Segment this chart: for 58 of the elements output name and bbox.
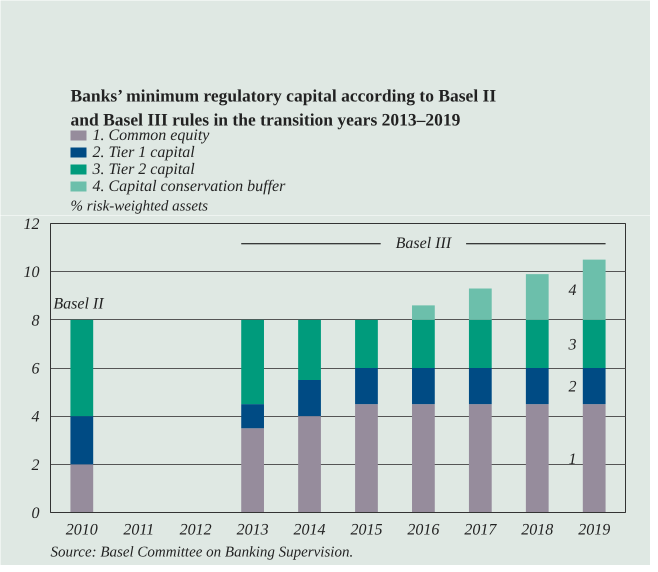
annotation: 1 <box>568 450 577 468</box>
bar <box>468 320 492 368</box>
bar <box>70 416 94 464</box>
legend-label: 4. Capital conservation buffer <box>92 178 286 195</box>
y-tick-label: 2 <box>32 456 40 474</box>
bar <box>355 320 378 368</box>
bar <box>412 368 435 404</box>
bar <box>468 368 492 404</box>
annotation: Basel II <box>53 295 104 312</box>
y-tick-label: 6 <box>32 360 40 378</box>
bar <box>526 274 549 320</box>
bar <box>241 404 264 428</box>
bar <box>70 464 94 512</box>
x-tick-label: 2017 <box>464 522 498 538</box>
legend-label: 1. Common equity <box>92 127 210 144</box>
y-tick-label: 12 <box>24 216 40 233</box>
bar <box>582 404 606 512</box>
bar <box>298 380 321 416</box>
bar <box>412 404 435 512</box>
bar <box>526 368 549 404</box>
x-tick-label: 2011 <box>123 522 154 538</box>
x-tick-label: 2018 <box>521 522 554 538</box>
y-tick-label: 10 <box>24 264 40 282</box>
x-tick-label: 2015 <box>350 522 382 538</box>
x-tick-label: 2019 <box>578 522 610 538</box>
bar <box>526 320 549 368</box>
x-tick-label: 2014 <box>294 522 326 538</box>
x-tick-label: 2010 <box>66 522 98 538</box>
x-tick-label: 2016 <box>407 522 440 538</box>
bar <box>298 416 321 512</box>
y-tick-label: 8 <box>32 312 40 330</box>
bar <box>241 320 264 404</box>
annotation: 4 <box>568 282 577 300</box>
x-tick-label: 2012 <box>180 522 212 538</box>
legend-label: 3. Tier 2 capital <box>92 161 196 178</box>
bar <box>582 320 606 368</box>
annotation: 3 <box>568 336 577 354</box>
bar <box>241 428 264 512</box>
bar <box>468 288 492 320</box>
bar <box>412 320 435 368</box>
bar <box>70 320 94 416</box>
bar <box>412 305 435 320</box>
legend-label: 2. Tier 1 capital <box>92 144 196 161</box>
bar <box>355 404 378 512</box>
annotation: 2 <box>568 378 577 396</box>
bar <box>468 404 492 512</box>
bar <box>582 368 606 404</box>
bar <box>355 368 378 404</box>
bar <box>526 404 549 512</box>
y-tick-label: 4 <box>32 408 40 426</box>
y-axis-title: % risk-weighted assets <box>70 198 208 214</box>
x-tick-label: 2013 <box>236 522 269 538</box>
chart-title: Banks’ minimum regulatory capital according to Basel II and Basel III rules in the transition years 2013–2019 <box>70 86 496 130</box>
bar <box>582 260 606 320</box>
annotation: Basel III <box>396 235 452 252</box>
source-note: Source: Basel Committee on Banking Supervision. <box>50 544 354 560</box>
bar <box>298 320 321 380</box>
y-tick-label: 0 <box>32 505 40 522</box>
